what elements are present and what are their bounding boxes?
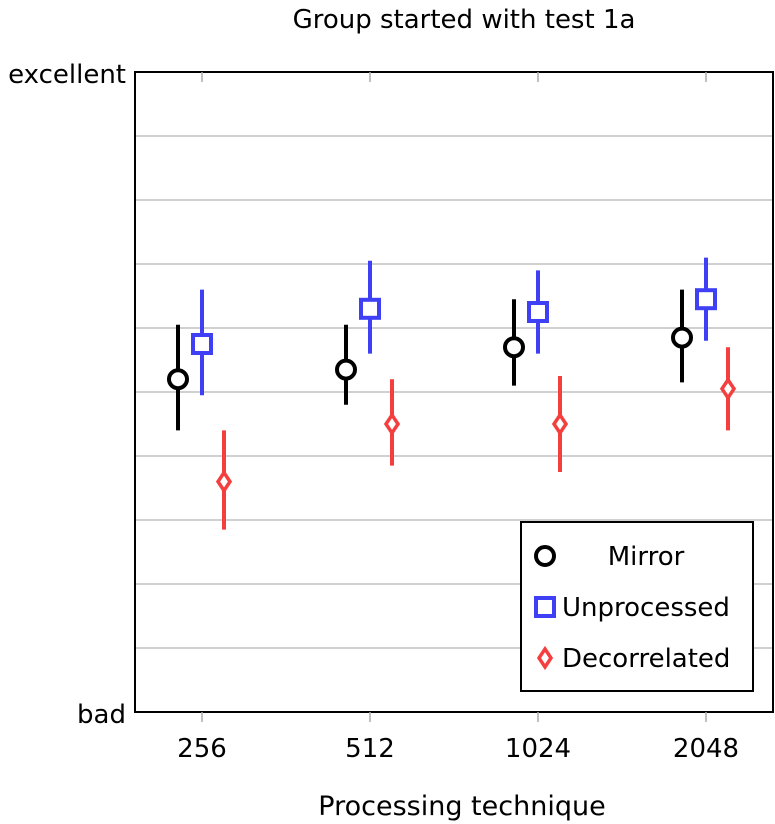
series-unprocessed	[191, 257, 717, 396]
data-point	[359, 297, 381, 320]
grid-lines	[135, 135, 773, 649]
legend-label-unprocessed: Unprocessed	[562, 593, 730, 623]
series-mirror	[167, 289, 693, 431]
x-tick-label: 512	[345, 734, 395, 764]
data-point	[167, 368, 189, 391]
data-point	[503, 336, 525, 359]
data-point	[551, 411, 569, 437]
x-tick-label: 2048	[673, 734, 739, 764]
legend: Mirror Unprocessed Decorrelated	[520, 521, 754, 692]
y-tick-label-top: excellent	[8, 60, 126, 90]
x-ticks: 256 512 1024 2048	[177, 72, 739, 764]
legend-marker-mirror	[534, 545, 556, 567]
data-point	[335, 358, 357, 381]
x-axis-label: Processing technique	[318, 791, 605, 822]
data-series	[167, 257, 737, 530]
data-point	[191, 333, 213, 355]
y-tick-label-bottom: bad	[77, 700, 126, 730]
data-point	[695, 288, 717, 311]
legend-marker-decorrelated	[536, 645, 554, 671]
data-point	[719, 376, 737, 401]
legend-marker-unprocessed	[534, 596, 556, 618]
data-point	[215, 469, 233, 494]
series-decorrelated	[215, 347, 737, 530]
data-point	[383, 411, 401, 437]
data-point	[527, 301, 549, 323]
data-point	[671, 326, 693, 349]
legend-box	[520, 521, 754, 692]
chart-title: Group started with test 1a	[293, 5, 636, 35]
plot-frame	[134, 71, 774, 713]
x-tick-label: 1024	[505, 734, 571, 764]
x-tick-label: 256	[177, 734, 227, 764]
legend-label-decorrelated: Decorrelated	[562, 644, 730, 674]
legend-label-mirror: Mirror	[608, 542, 685, 572]
